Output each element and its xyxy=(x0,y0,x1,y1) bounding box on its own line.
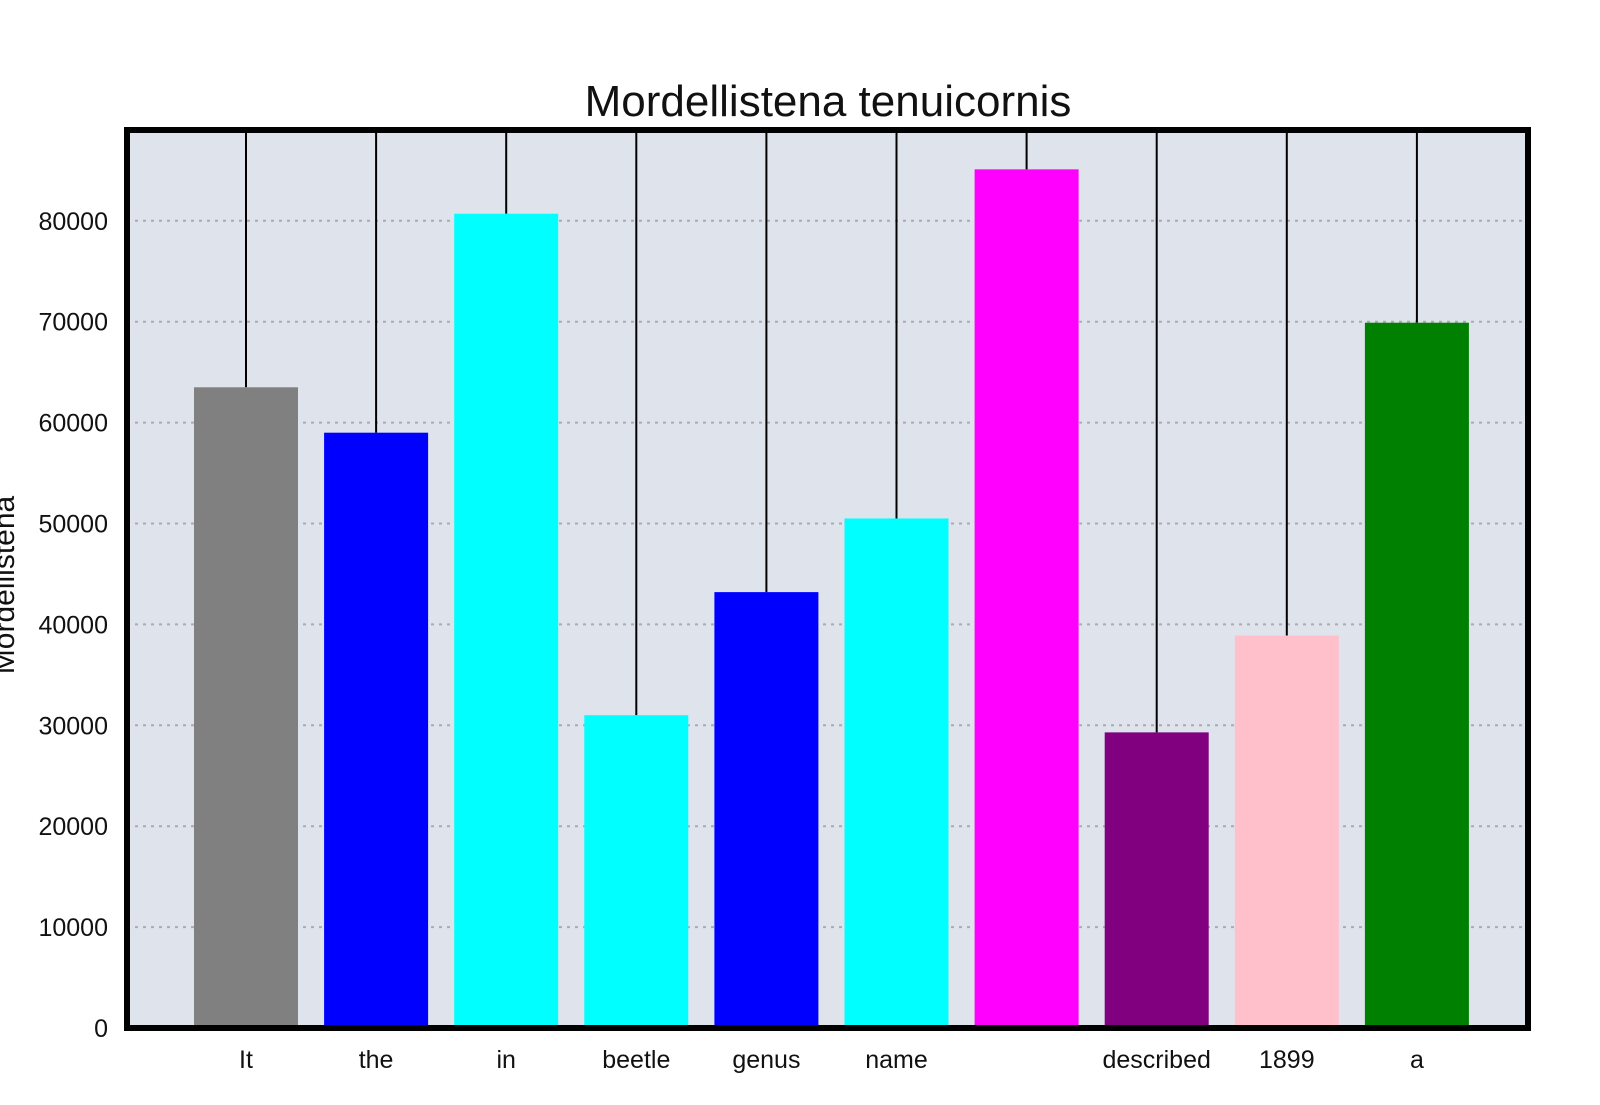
bar-stems xyxy=(245,130,1418,733)
y-tick-label-2: 20000 xyxy=(38,813,108,841)
y-tick-label-3: 30000 xyxy=(38,712,108,740)
x-category-label-4: genus xyxy=(732,1046,800,1074)
x-category-label-5: name xyxy=(865,1046,928,1074)
plot-frame xyxy=(124,127,1531,1031)
x-category-label-9: a xyxy=(1410,1046,1424,1074)
bar-8 xyxy=(1234,635,1339,1028)
x-category-label-3: beetle xyxy=(602,1046,670,1074)
y-tick-label-4: 40000 xyxy=(38,611,108,639)
y-tick-label-5: 50000 xyxy=(38,511,108,539)
bar-2 xyxy=(454,213,559,1028)
y-tick-label-1: 10000 xyxy=(38,914,108,942)
y-axis-title: Mordellistena xyxy=(0,495,21,674)
x-category-label-8: 1899 xyxy=(1259,1046,1315,1074)
bar-9 xyxy=(1364,322,1469,1028)
bar-6 xyxy=(974,169,1079,1028)
bar-5 xyxy=(844,518,949,1028)
bar-3 xyxy=(584,715,689,1028)
y-tick-label-6: 60000 xyxy=(38,410,108,438)
bar-7 xyxy=(1104,732,1209,1028)
y-tick-label-7: 70000 xyxy=(38,309,108,337)
y-tick-label-0: 0 xyxy=(94,1015,108,1043)
bar-0 xyxy=(194,387,298,1029)
bar-4 xyxy=(714,592,819,1028)
chart-title: Mordellistena tenuicornis xyxy=(585,77,1072,126)
bars xyxy=(194,169,1469,1029)
x-category-label-0: It xyxy=(239,1046,253,1074)
bar-1 xyxy=(324,432,429,1028)
x-axis-categories: It the in beetle genus name described 1899 a xyxy=(239,1046,1424,1074)
y-axis-ticks: 0 10000 20000 30000 40000 50000 60000 70000 8000… xyxy=(38,208,108,1043)
x-category-label-7: described xyxy=(1102,1046,1210,1074)
x-category-label-1: the xyxy=(359,1046,394,1074)
x-category-label-2: in xyxy=(496,1046,515,1074)
y-tick-label-8: 80000 xyxy=(38,208,108,236)
